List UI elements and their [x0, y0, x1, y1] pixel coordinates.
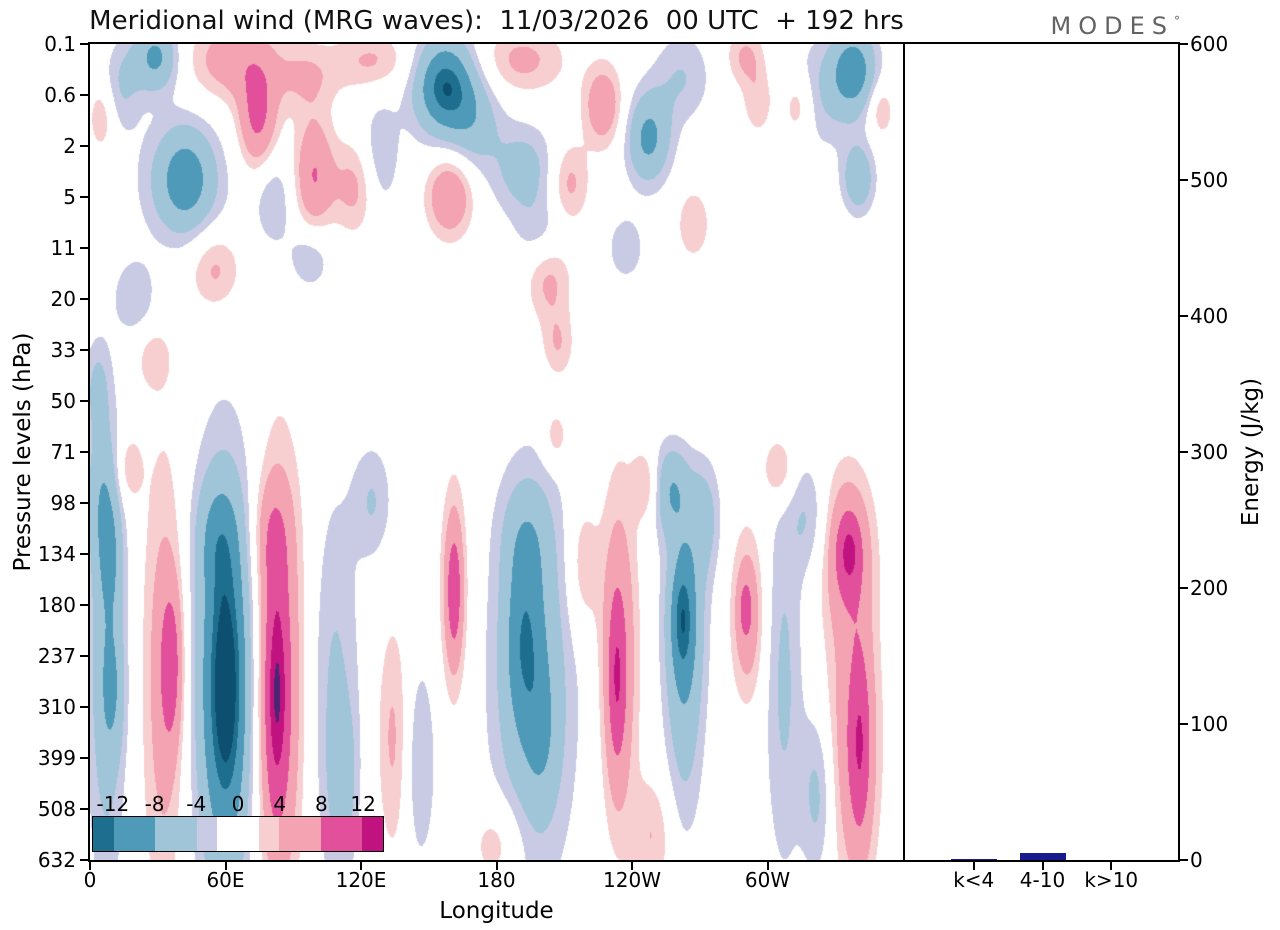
pressure-tick-label: 50	[50, 389, 76, 413]
pressure-tick-label: 632	[37, 848, 76, 872]
wavenumber-tick-label: k<4	[953, 868, 995, 892]
wavenumber-tick-label: k>10	[1084, 868, 1139, 892]
pressure-tick-mark	[80, 43, 88, 45]
longitude-tick-label: 0	[83, 868, 97, 892]
pressure-tick-mark	[80, 196, 88, 198]
pressure-tick-label: 5	[63, 185, 76, 209]
energy-axis-label: Energy (J/kg)	[1238, 377, 1264, 527]
pressure-tick-mark	[80, 604, 88, 606]
energy-tick-label: 200	[1190, 576, 1229, 600]
colorbar-cell	[196, 817, 218, 851]
energy-tick-label: 400	[1190, 304, 1229, 328]
chart-title: Meridional wind (MRG waves): 11/03/2026 …	[89, 6, 904, 36]
pressure-tick-mark	[80, 247, 88, 249]
pressure-tick-label: 399	[37, 746, 76, 770]
colorbar: -12 -8 -4 0 4 8 12	[92, 791, 384, 852]
longitude-tick-label: 120E	[335, 868, 387, 892]
pressure-tick-label: 11	[50, 236, 76, 260]
longitude-tick-mark	[89, 862, 91, 870]
colorbar-cell	[320, 817, 363, 851]
colorbar-labels: -12 -8 -4 0 4 8 12	[92, 791, 384, 816]
pressure-tick-label: 71	[50, 440, 76, 464]
pressure-tick-mark	[80, 553, 88, 555]
colorbar-tick-label: 8	[315, 792, 328, 816]
energy-tick-mark	[1180, 451, 1188, 453]
pressure-tick-mark	[80, 94, 88, 96]
colorbar-tick-label: 4	[273, 792, 287, 816]
colorbar-scale	[92, 816, 384, 852]
modes-degree-mark: °	[1174, 14, 1180, 28]
energy-tick-mark	[1180, 723, 1188, 725]
wind-contour-canvas	[90, 44, 903, 860]
pressure-tick-mark	[80, 808, 88, 810]
energy-tick-label: 500	[1190, 168, 1229, 192]
colorbar-cell	[258, 817, 280, 851]
longitude-tick-mark	[360, 862, 362, 870]
colorbar-cell	[279, 817, 321, 851]
energy-tick-mark	[1180, 179, 1188, 181]
pressure-tick-label: 98	[50, 491, 76, 515]
pressure-tick-mark	[80, 655, 88, 657]
energy-tick-mark	[1180, 587, 1188, 589]
modes-logo: MODES°	[1051, 12, 1180, 40]
longitude-axis-label: Longitude	[439, 898, 554, 924]
energy-bar-panel	[905, 42, 1180, 862]
pressure-tick-label: 134	[37, 542, 76, 566]
pressure-tick-label: 237	[37, 644, 76, 668]
pressure-tick-label: 310	[37, 695, 76, 719]
pressure-tick-mark	[80, 502, 88, 504]
longitude-tick-label: 60E	[206, 868, 245, 892]
longitude-tick-label: 60W	[744, 868, 791, 892]
pressure-tick-mark	[80, 298, 88, 300]
longitude-tick-label: 180	[477, 868, 516, 892]
energy-tick-label: 0	[1190, 848, 1203, 872]
longitude-tick-mark	[495, 862, 498, 870]
pressure-tick-label: 180	[37, 593, 76, 617]
wavenumber-tick-mark	[1041, 862, 1044, 870]
longitude-tick-mark	[766, 862, 769, 870]
colorbar-cell	[113, 817, 156, 851]
pressure-longitude-panel: -12 -8 -4 0 4 8 12	[88, 42, 905, 862]
wavenumber-tick-mark	[972, 862, 975, 870]
longitude-tick-mark	[224, 862, 227, 870]
colorbar-cell	[362, 817, 383, 851]
energy-bar	[1019, 853, 1066, 860]
pressure-tick-mark	[80, 145, 88, 147]
pressure-tick-mark	[80, 757, 88, 759]
energy-tick-label: 600	[1190, 32, 1229, 56]
pressure-tick-label: 2	[63, 134, 76, 158]
pressure-tick-mark	[80, 400, 88, 402]
colorbar-tick-label: 0	[231, 792, 245, 816]
pressure-tick-label: 33	[50, 338, 76, 362]
colorbar-tick-label: -12	[96, 792, 130, 816]
pressure-tick-label: 0.1	[44, 32, 76, 56]
wavenumber-tick-label: 4-10	[1019, 868, 1066, 892]
longitude-tick-mark	[631, 862, 633, 870]
pressure-tick-label: 20	[50, 287, 76, 311]
pressure-tick-mark	[80, 451, 88, 453]
energy-tick-label: 100	[1190, 712, 1229, 736]
longitude-tick-label: 120W	[603, 868, 661, 892]
colorbar-tick-label: 12	[350, 792, 376, 816]
colorbar-cell	[155, 817, 197, 851]
modes-logo-text: MODES	[1050, 12, 1174, 40]
pressure-tick-label: 508	[37, 797, 76, 821]
pressure-tick-label: 0.6	[44, 83, 76, 107]
energy-tick-mark	[1180, 315, 1188, 317]
colorbar-tick-label: -8	[144, 792, 165, 816]
energy-tick-mark	[1180, 859, 1188, 861]
energy-tick-mark	[1180, 43, 1188, 45]
wavenumber-tick-mark	[1110, 862, 1113, 870]
energy-bar	[950, 858, 997, 860]
energy-tick-label: 300	[1190, 440, 1229, 464]
colorbar-cell	[217, 817, 259, 851]
pressure-tick-mark	[80, 706, 88, 708]
colorbar-cell	[93, 817, 114, 851]
pressure-tick-mark	[80, 349, 88, 351]
colorbar-tick-label: -4	[186, 792, 207, 816]
pressure-tick-mark	[80, 859, 88, 861]
